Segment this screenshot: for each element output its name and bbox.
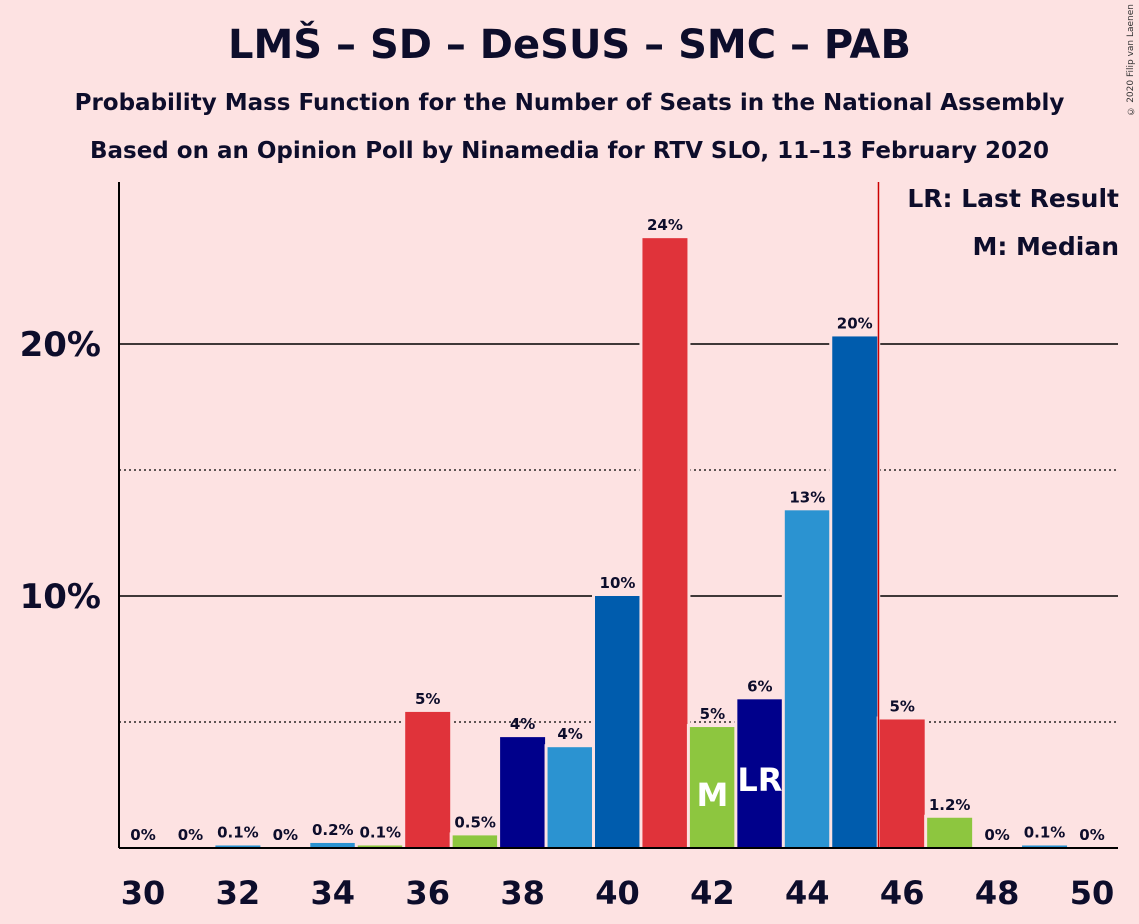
- chart-subtitle: Probability Mass Function for the Number…: [74, 90, 1065, 116]
- bar-value-label: 5%: [415, 690, 440, 708]
- bar-seat-40: [595, 596, 640, 848]
- legend-median: M: Median: [972, 232, 1119, 261]
- x-tick-label: 48: [975, 874, 1020, 912]
- bar-value-label: 13%: [789, 488, 825, 506]
- bar-seat-41: [642, 238, 688, 848]
- bar-backdrop: [354, 842, 406, 848]
- bar-value-label: 0%: [1079, 826, 1104, 844]
- bar-value-label: 0.1%: [217, 823, 259, 841]
- bar-value-label: 10%: [600, 574, 636, 592]
- bar-value-label: 5%: [700, 705, 725, 723]
- x-tick-label: 50: [1070, 874, 1115, 912]
- bar-seat-37: [452, 835, 498, 848]
- y-tick-label: 10%: [20, 577, 101, 617]
- median-marker: M: [696, 776, 728, 814]
- bar-value-label: 6%: [747, 677, 772, 695]
- bar-seat-35: [357, 845, 403, 848]
- bar-seat-44: [784, 510, 830, 848]
- bar-value-label: 5%: [889, 697, 914, 715]
- bar-seat-45: [832, 336, 878, 848]
- bar-value-label: 1.2%: [929, 796, 971, 814]
- bar-value-label: 4%: [557, 725, 582, 743]
- x-tick-label: 32: [216, 874, 261, 912]
- x-tick-label: 30: [121, 874, 166, 912]
- bar-value-label: 0%: [178, 826, 203, 844]
- bar-backdrop: [1019, 842, 1071, 848]
- bar-seat-39: [547, 747, 593, 848]
- bar-seat-38: [500, 737, 546, 848]
- chart-source-subtitle: Based on an Opinion Poll by Ninamedia fo…: [89, 138, 1050, 164]
- bars: [212, 235, 1071, 848]
- bar-value-label: 0.2%: [312, 821, 354, 839]
- axes: 10% 20% 30 32 34 36 38 40 42 44 46 48 50: [20, 182, 1118, 912]
- y-tick-label: 20%: [20, 325, 101, 365]
- chart-title: LMŠ – SD – DeSUS – SMC – PAB: [227, 22, 911, 68]
- bar-seat-42: [689, 727, 735, 848]
- bar-seat-43: [737, 699, 783, 848]
- x-tick-label: 34: [311, 874, 356, 912]
- x-tick-label: 38: [500, 874, 545, 912]
- bar-value-label: 0.5%: [454, 813, 496, 831]
- bar-value-label: 4%: [510, 715, 535, 733]
- bar-seat-32: [215, 845, 261, 848]
- bar-seat-34: [310, 842, 356, 848]
- bar-value-label: 24%: [647, 216, 683, 234]
- bar-seat-46: [879, 719, 925, 848]
- x-tick-label: 42: [690, 874, 735, 912]
- x-tick-label: 36: [405, 874, 450, 912]
- x-tick-label: 40: [595, 874, 640, 912]
- bar-value-label: 0.1%: [359, 823, 401, 841]
- bar-seat-47: [927, 817, 973, 848]
- last-result-marker: LR: [737, 761, 782, 799]
- bar-value-label: 0%: [130, 826, 155, 844]
- x-tick-label: 46: [880, 874, 925, 912]
- bar-seat-36: [405, 711, 451, 848]
- x-tick-label: 44: [785, 874, 830, 912]
- bar-value-labels: 0% 0% 0.1% 0% 0.2% 0.1% 5% 0.5% 4% 4% 10% 24% 5% M 6% L…: [130, 216, 1104, 844]
- bar-value-label: 0%: [984, 826, 1009, 844]
- bar-value-label: 20%: [837, 314, 873, 332]
- bar-seat-49: [1022, 845, 1068, 848]
- legend-last-result: LR: Last Result: [907, 184, 1119, 213]
- bar-value-label: 0%: [273, 826, 298, 844]
- bar-backdrop: [212, 842, 264, 848]
- bar-value-label: 0.1%: [1024, 823, 1066, 841]
